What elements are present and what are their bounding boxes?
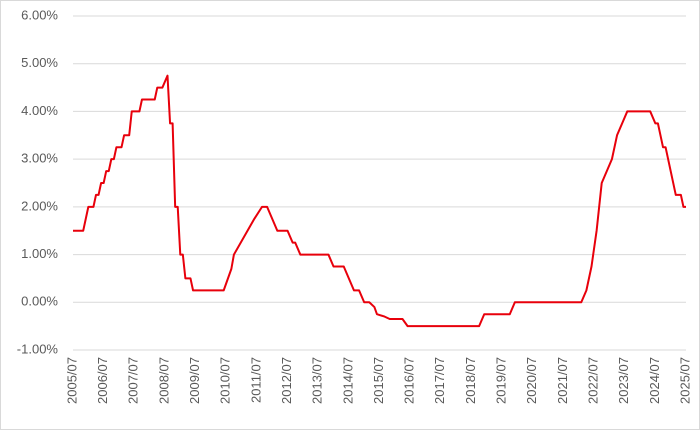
x-tick-label: 2014/07 — [340, 357, 355, 404]
y-tick-label: 0.00% — [21, 294, 58, 309]
x-tick-label: 2023/07 — [616, 357, 631, 404]
x-tick-label: 2013/07 — [310, 357, 325, 404]
x-tick-label: 2021/07 — [555, 357, 570, 404]
x-tick-label: 2019/07 — [494, 357, 509, 404]
y-tick-label: 1.00% — [21, 246, 58, 261]
x-tick-label: 2007/07 — [126, 357, 141, 404]
x-tick-label: 2011/07 — [248, 357, 263, 403]
y-tick-label: 6.00% — [21, 7, 58, 22]
y-tick-label: -1.00% — [17, 341, 59, 356]
y-tick-label: 2.00% — [21, 198, 58, 213]
data-line — [73, 74, 686, 328]
y-tick-label: 5.00% — [21, 55, 58, 70]
y-tick-label: 4.00% — [21, 103, 58, 118]
x-tick-label: 2010/07 — [218, 357, 233, 404]
x-tick-label: 2006/07 — [95, 357, 110, 404]
y-tick-label: 3.00% — [21, 151, 58, 166]
x-tick-label: 2008/07 — [156, 357, 171, 404]
x-tick-label: 2022/07 — [585, 357, 600, 404]
x-tick-label: 2018/07 — [463, 357, 478, 404]
x-tick-label: 2016/07 — [402, 357, 417, 404]
x-tick-label: 2024/07 — [647, 357, 662, 404]
x-tick-label: 2025/07 — [677, 357, 692, 404]
x-tick-label: 2012/07 — [279, 357, 294, 404]
x-tick-label: 2009/07 — [187, 357, 202, 404]
x-tick-label: 2005/07 — [64, 357, 79, 404]
x-tick-label: 2015/07 — [371, 357, 386, 404]
x-tick-label: 2017/07 — [432, 357, 447, 404]
x-tick-label: 2020/07 — [524, 357, 539, 404]
